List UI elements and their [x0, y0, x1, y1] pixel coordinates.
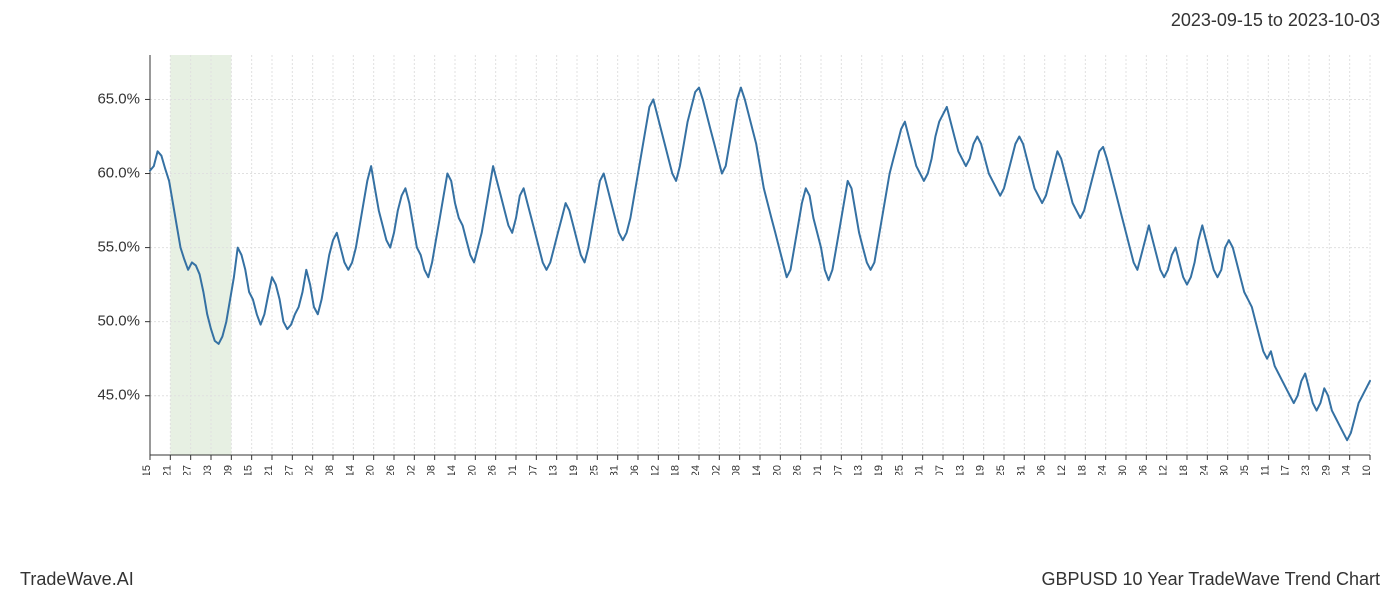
x-tick-label: 08-23	[1300, 465, 1312, 475]
x-tick-label: 04-19	[873, 465, 885, 475]
x-tick-label: 10-21	[263, 465, 275, 475]
x-tick-label: 05-25	[995, 465, 1007, 475]
x-tick-label: 12-20	[466, 465, 478, 475]
x-tick-label: 08-05	[1239, 465, 1251, 475]
x-tick-label: 01-01	[507, 465, 519, 475]
x-tick-label: 10-09	[222, 465, 234, 475]
y-tick-label: 60.0%	[97, 164, 140, 181]
x-tick-label: 05-01	[914, 465, 926, 475]
x-tick-label: 10-03	[202, 465, 214, 475]
x-tick-label: 04-25	[893, 465, 905, 475]
x-tick-label: 01-07	[527, 465, 539, 475]
brand-label: TradeWave.AI	[20, 569, 134, 590]
x-tick-label: 01-13	[548, 465, 560, 475]
x-tick-label: 10-27	[283, 465, 295, 475]
x-tick-label: 09-21	[161, 465, 173, 475]
y-tick-label: 45.0%	[97, 387, 140, 404]
x-tick-label: 07-12	[1158, 465, 1170, 475]
x-tick-label: 06-18	[1076, 465, 1088, 475]
x-tick-label: 08-11	[1259, 465, 1271, 475]
x-tick-label: 01-31	[609, 465, 621, 475]
x-tick-label: 06-24	[1097, 465, 1109, 475]
x-tick-label: 03-08	[731, 465, 743, 475]
x-tick-label: 06-12	[1056, 465, 1068, 475]
x-tick-label: 02-18	[670, 465, 682, 475]
x-tick-label: 12-14	[446, 465, 458, 475]
x-tick-label: 12-08	[426, 465, 438, 475]
x-tick-label: 05-13	[954, 465, 966, 475]
x-tick-label: 07-18	[1178, 465, 1190, 475]
x-tick-label: 10-15	[243, 465, 255, 475]
x-tick-label: 05-07	[934, 465, 946, 475]
trend-chart: 45.0% 50.0% 55.0% 60.0% 65.0% 09-15 09-21 09-27…	[90, 45, 1380, 475]
y-tick-label: 55.0%	[97, 239, 140, 256]
x-tick-label: 07-06	[1137, 465, 1149, 475]
x-tick-label: 06-06	[1036, 465, 1048, 475]
x-tick-label: 07-24	[1198, 465, 1210, 475]
x-tick-label: 03-20	[771, 465, 783, 475]
x-tick-label: 12-02	[405, 465, 417, 475]
x-tick-label: 08-29	[1320, 465, 1332, 475]
x-tick-label: 08-17	[1280, 465, 1292, 475]
y-tick-label: 65.0%	[97, 90, 140, 107]
x-tick-label: 04-07	[832, 465, 844, 475]
chart-svg: 45.0% 50.0% 55.0% 60.0% 65.0% 09-15 09-21 09-27…	[90, 45, 1380, 475]
x-tick-label: 12-26	[487, 465, 499, 475]
x-tick-label: 02-24	[690, 465, 702, 475]
x-tick-label: 11-26	[385, 465, 397, 475]
x-tick-label: 04-13	[853, 465, 865, 475]
chart-title-label: GBPUSD 10 Year TradeWave Trend Chart	[1041, 569, 1380, 590]
x-tick-label: 11-14	[344, 465, 356, 475]
x-tick-label: 03-14	[751, 465, 763, 475]
x-tick-label: 11-08	[324, 465, 336, 475]
x-tick-label: 06-30	[1117, 465, 1129, 475]
x-tick-label: 05-31	[1015, 465, 1027, 475]
x-tick-label: 11-02	[304, 465, 316, 475]
x-tick-label: 03-26	[792, 465, 804, 475]
x-tick-label: 02-06	[629, 465, 641, 475]
x-tick-label: 09-10	[1361, 465, 1373, 475]
x-tick-label: 09-15	[141, 465, 153, 475]
x-tick-label: 09-27	[182, 465, 194, 475]
x-tick-label: 02-12	[649, 465, 661, 475]
x-tick-label: 05-19	[975, 465, 987, 475]
x-tick-label: 01-19	[568, 465, 580, 475]
x-tick-label: 04-01	[812, 465, 824, 475]
x-tick-label: 01-25	[588, 465, 600, 475]
x-tick-label: 07-30	[1219, 465, 1231, 475]
date-range-label: 2023-09-15 to 2023-10-03	[1171, 10, 1380, 31]
x-tick-label: 11-20	[365, 465, 377, 475]
y-tick-label: 50.0%	[97, 313, 140, 330]
x-tick-label: 03-02	[710, 465, 722, 475]
x-tick-label: 09-04	[1341, 465, 1353, 475]
